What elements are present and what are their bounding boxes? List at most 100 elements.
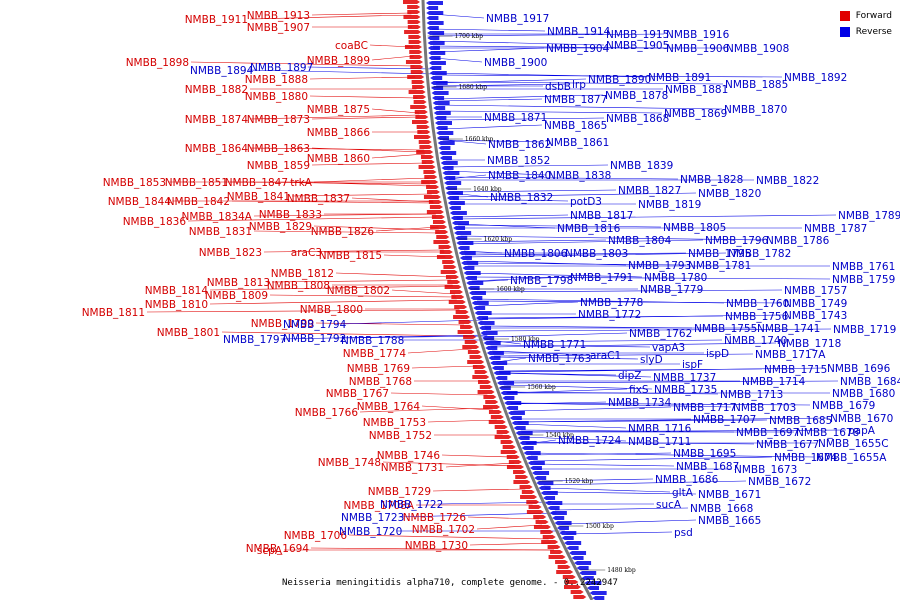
reverse-gene-label: NMBB_1796 — [705, 235, 769, 247]
forward-connector-line — [391, 289, 456, 295]
scale-label: 1640 kbp — [473, 186, 502, 193]
forward-gene-arrow — [542, 535, 556, 539]
scale-label: 1600 kbp — [496, 286, 525, 293]
reverse-connector-line — [521, 429, 847, 433]
reverse-gene-arrow — [464, 276, 477, 280]
reverse-gene-arrow — [457, 246, 470, 250]
reverse-connector-line — [461, 239, 607, 243]
reverse-connector-line — [499, 367, 826, 373]
forward-gene-arrow — [444, 285, 462, 289]
forward-gene-arrow — [407, 20, 421, 24]
forward-gene-arrow — [535, 520, 549, 524]
forward-connector-line — [407, 348, 472, 354]
forward-connector-line — [311, 162, 427, 166]
reverse-gene-label: NMBB_1674 — [774, 452, 838, 464]
forward-gene-arrow — [413, 100, 427, 104]
reverse-connector-line — [474, 289, 783, 293]
reverse-connector-line — [462, 239, 704, 245]
reverse-gene-arrow — [538, 486, 551, 490]
reverse-gene-label: ispD — [706, 348, 729, 360]
reverse-gene-label: NMBB_1794 — [283, 319, 347, 331]
reverse-gene-label: slyD — [640, 354, 663, 366]
forward-gene-arrow — [442, 260, 456, 264]
reverse-gene-label: NMBB_1672 — [748, 476, 811, 488]
reverse-gene-arrow — [497, 381, 515, 385]
reverse-gene-arrow — [436, 136, 449, 140]
reverse-gene-label: NMBB_1697 — [736, 427, 799, 439]
forward-gene-label: NMBB_1811 — [82, 307, 145, 319]
forward-gene-label: NMBB_1837 — [287, 193, 350, 205]
scale-label: 1700 kbp — [455, 33, 484, 40]
reverse-gene-arrow — [439, 156, 452, 160]
reverse-gene-label: NMBB_1819 — [638, 199, 701, 211]
forward-connector-line — [351, 197, 434, 203]
forward-gene-arrow — [563, 585, 581, 589]
forward-gene-arrow — [429, 205, 443, 209]
forward-connector-line — [263, 249, 444, 253]
reverse-gene-label: NMBB_1668 — [690, 503, 753, 515]
forward-gene-arrow — [474, 370, 488, 374]
forward-gene-arrow — [469, 355, 483, 359]
forward-gene-label: NMBB_1829 — [249, 221, 312, 233]
reverse-gene-arrow — [474, 311, 492, 315]
reverse-gene-arrow — [586, 586, 599, 590]
forward-connector-line — [209, 285, 453, 291]
reverse-gene-arrow — [467, 286, 480, 290]
forward-gene-label: NMBB_1726 — [403, 512, 467, 524]
reverse-gene-arrow — [569, 551, 587, 555]
forward-gene-arrow — [448, 300, 466, 304]
reverse-gene-arrow — [543, 496, 556, 500]
forward-gene-arrow — [508, 460, 522, 464]
reverse-gene-arrow — [529, 466, 542, 470]
forward-gene-arrow — [426, 185, 440, 189]
reverse-gene-label: NMBB_1861 — [546, 137, 609, 149]
reverse-gene-label: NMBB_1852 — [487, 155, 550, 167]
reverse-gene-arrow — [552, 516, 565, 520]
reverse-connector-line — [433, 57, 483, 63]
scale-label: 1520 kbp — [565, 478, 594, 485]
reverse-gene-arrow — [448, 206, 461, 210]
forward-gene-label: NMBB_1808 — [267, 280, 330, 292]
forward-gene-arrow — [443, 265, 457, 269]
reverse-gene-label: NMBB_1871 — [484, 112, 547, 124]
forward-gene-arrow — [483, 395, 497, 399]
reverse-connector-line — [247, 69, 436, 75]
forward-gene-arrow — [407, 10, 421, 14]
forward-gene-label: NMBB_1873 — [247, 114, 310, 126]
reverse-gene-label: NMBB_1756 — [725, 311, 789, 323]
scale-label: 1560 kbp — [527, 384, 556, 391]
reverse-gene-label: NMBB_1679 — [812, 400, 875, 412]
reverse-gene-label: NMBB_1735 — [654, 384, 717, 396]
reverse-gene-label: NMBB_1655C — [818, 438, 889, 450]
reverse-gene-label: NMBB_1713 — [720, 389, 783, 401]
reverse-gene-arrow — [571, 556, 584, 560]
forward-gene-arrow — [416, 125, 430, 129]
reverse-connector-line — [529, 452, 815, 458]
forward-gene-arrow — [562, 575, 576, 579]
forward-gene-arrow — [419, 145, 433, 149]
reverse-gene-label: NMBB_1917 — [486, 13, 549, 25]
reverse-connector-line — [457, 223, 556, 229]
reverse-gene-label: NMBB_1904 — [546, 43, 610, 55]
reverse-gene-label: NMBB_1797 — [223, 334, 286, 346]
forward-gene-arrow — [435, 230, 449, 234]
forward-gene-arrow — [414, 110, 428, 114]
reverse-gene-label: NMBB_1696 — [827, 363, 891, 375]
forward-gene-arrow — [455, 310, 469, 314]
forward-gene-arrow — [407, 25, 421, 29]
reverse-gene-arrow — [426, 6, 439, 10]
reverse-gene-arrow — [444, 181, 462, 185]
reverse-gene-arrow — [480, 331, 498, 335]
reverse-connector-line — [544, 487, 671, 493]
reverse-gene-label: NMBB_1906 — [666, 43, 730, 55]
forward-gene-arrow — [496, 430, 510, 434]
reverse-gene-label: NMBB_1869 — [664, 108, 727, 120]
forward-connector-line — [269, 294, 456, 298]
reverse-connector-line — [437, 98, 543, 102]
reverse-connector-line — [484, 325, 693, 329]
reverse-gene-arrow — [519, 441, 537, 445]
reverse-gene-arrow — [428, 61, 446, 65]
reverse-gene-arrow — [473, 306, 486, 310]
forward-gene-arrow — [547, 545, 561, 549]
forward-gene-arrow — [420, 155, 434, 159]
